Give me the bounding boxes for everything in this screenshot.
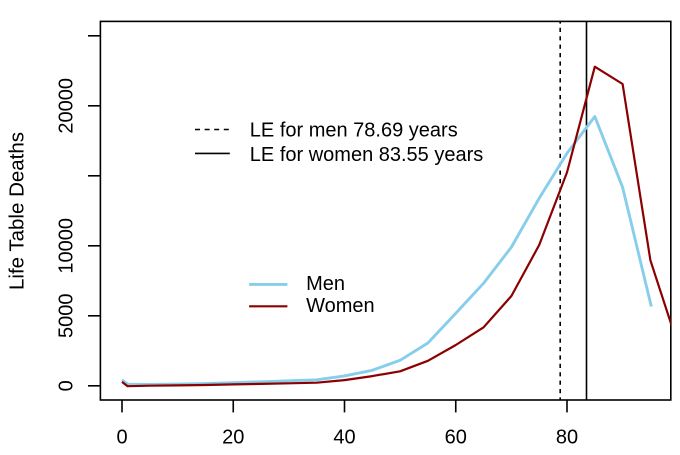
svg-text:LE for women 83.55 years: LE for women 83.55 years <box>250 144 483 166</box>
svg-text:Life Table Deaths: Life Table Deaths <box>6 132 29 290</box>
svg-text:LE for men 78.69 years: LE for men 78.69 years <box>250 120 458 142</box>
svg-text:Women: Women <box>306 295 375 317</box>
svg-text:5000: 5000 <box>56 294 78 339</box>
svg-text:0: 0 <box>116 427 127 449</box>
svg-text:40: 40 <box>333 427 355 449</box>
svg-text:80: 80 <box>556 427 578 449</box>
svg-text:20: 20 <box>222 427 244 449</box>
svg-text:20000: 20000 <box>56 78 78 134</box>
svg-text:Men: Men <box>306 273 345 295</box>
svg-text:60: 60 <box>445 427 467 449</box>
svg-text:10000: 10000 <box>56 218 78 274</box>
svg-text:0: 0 <box>56 380 78 391</box>
